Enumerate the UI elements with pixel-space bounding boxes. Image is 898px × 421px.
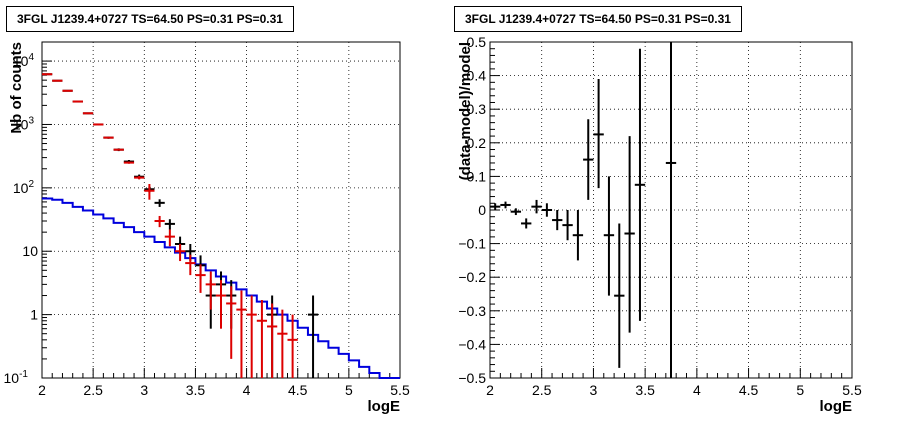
right-plot: 2 2.5 3 3.5 4 4.5 5 5.5 −0.5 −0.4 −0.3 −0.2 −0.1 0 0.1… xyxy=(457,34,862,415)
left-y-tick-label: 103 xyxy=(13,115,35,132)
right-x-tick-label: 2 xyxy=(486,382,494,398)
right-y-tick-label: 0.1 xyxy=(467,168,487,184)
right-x-axis-label: logE xyxy=(820,398,853,415)
right-y-tick-label: 0.3 xyxy=(467,101,487,117)
right-y-tick-label: 0.4 xyxy=(467,68,487,84)
left-y-tick-label: 10-1 xyxy=(4,369,29,386)
left-x-tick-label: 5 xyxy=(345,382,353,398)
right-x-tick-label: 5.5 xyxy=(842,382,862,398)
right-x-tick-label: 2.5 xyxy=(532,382,552,398)
left-y-tick-label: 104 xyxy=(13,52,35,69)
left-x-tick-label: 5.5 xyxy=(390,382,410,398)
right-y-tick-label: −0.1 xyxy=(458,236,486,252)
left-plot-title: 3FGL J1239.4+0727 TS=64.50 PS=0.31 PS=0.… xyxy=(6,6,294,32)
left-y-tick-label: 102 xyxy=(13,179,35,196)
left-y-axis-label: Nb of counts xyxy=(8,42,25,134)
background-model-step xyxy=(42,197,400,379)
right-x-tick-label: 5 xyxy=(796,382,804,398)
right-x-tick-label: 4 xyxy=(693,382,701,398)
right-y-tick-label: 0.2 xyxy=(467,135,487,151)
right-y-tick-label: −0.2 xyxy=(458,269,486,285)
right-y-tick-label: 0.5 xyxy=(467,34,487,50)
right-y-tick-label: −0.3 xyxy=(458,303,486,319)
right-x-tick-label: 3.5 xyxy=(635,382,655,398)
left-x-tick-label: 2 xyxy=(38,382,46,398)
left-x-axis-label: logE xyxy=(368,398,401,415)
left-x-tick-label: 3.5 xyxy=(186,382,206,398)
right-y-tick-label: −0.5 xyxy=(458,370,486,386)
left-plot-frame xyxy=(41,41,401,379)
left-y-tick-label: 10 xyxy=(22,243,38,259)
right-y-tick-label: −0.4 xyxy=(458,336,486,352)
left-plot: 2 2.5 3 3.5 4 4.5 5 5.5 10-1 1 10 102 103 104 logE Nb o… xyxy=(4,41,410,415)
left-x-tick-label: 3 xyxy=(140,382,148,398)
left-y-tick-label: 1 xyxy=(30,307,38,323)
right-y-tick-label: 0 xyxy=(478,202,486,218)
right-y-axis-label: (data-model)/model xyxy=(457,42,474,180)
right-x-tick-label: 3 xyxy=(590,382,598,398)
left-x-tick-label: 4.5 xyxy=(288,382,308,398)
right-plot-title: 3FGL J1239.4+0727 TS=64.50 PS=0.31 PS=0.… xyxy=(454,6,742,32)
left-x-tick-label: 2.5 xyxy=(83,382,103,398)
right-x-tick-label: 4.5 xyxy=(739,382,759,398)
left-x-tick-label: 4 xyxy=(243,382,251,398)
